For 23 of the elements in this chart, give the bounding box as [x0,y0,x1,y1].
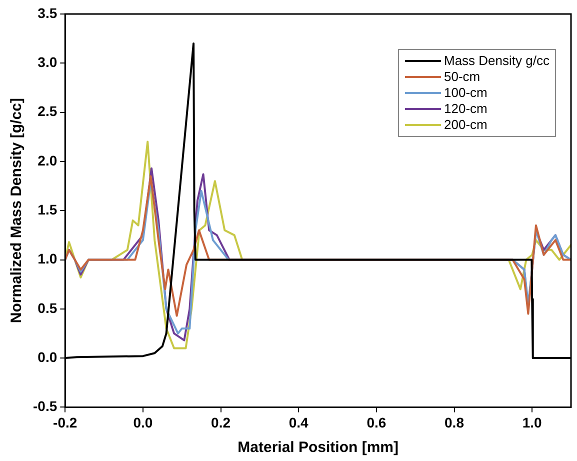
y-tick-label: 0.0 [38,348,58,365]
x-tick-label: 0.2 [211,414,231,430]
x-tick-label: 0.4 [288,414,309,430]
legend-label: 200-cm [444,117,488,133]
legend-label: 50-cm [444,69,480,85]
x-axis-title: Material Position [mm] [238,439,398,456]
y-tick-label: 1.5 [38,201,58,218]
y-axis-title: Normalized Mass Density [g/cc] [8,98,26,324]
y-tick-label: 2.0 [38,152,58,168]
x-tick-label: 0.0 [133,414,153,430]
y-tick-label: 0.5 [38,300,58,316]
x-tick-label: 0.6 [366,414,386,430]
legend-label: Mass Density g/cc [444,53,550,69]
legend-label: 120-cm [444,101,488,117]
y-tick-label: 3.5 [38,4,58,21]
x-tick-label: -0.2 [53,414,78,430]
y-tick-label: 3.0 [38,54,58,70]
x-tick-label: 1.0 [522,414,542,430]
legend-label: 100-cm [444,85,488,101]
y-tick-label: 1.0 [38,250,58,267]
y-tick-label: -0.5 [33,398,58,414]
x-tick-label: 0.8 [444,414,464,430]
y-tick-label: 2.5 [38,103,58,120]
